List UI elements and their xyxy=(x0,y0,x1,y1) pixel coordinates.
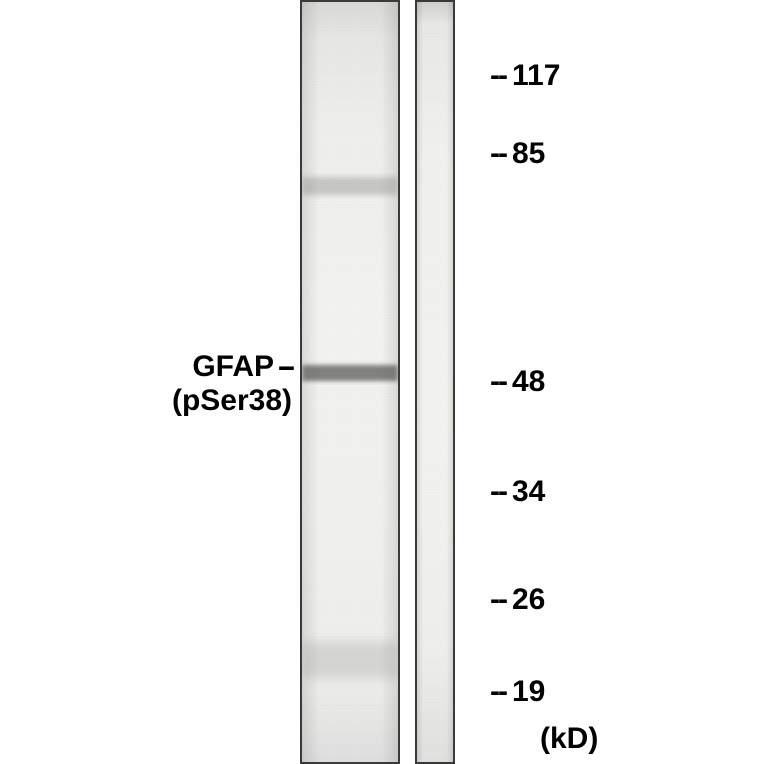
marker-value: 117 xyxy=(512,59,560,93)
lane-texture xyxy=(417,2,453,762)
marker-value: 19 xyxy=(512,675,545,709)
marker-tick: -- xyxy=(490,365,506,399)
protein-band xyxy=(302,642,398,678)
marker-tick: -- xyxy=(490,137,506,171)
marker-tick: -- xyxy=(490,583,506,617)
marker-value: 85 xyxy=(512,137,545,171)
marker-tick: -- xyxy=(490,475,506,509)
mw-marker-48: --48 xyxy=(490,365,545,399)
mw-marker-26: --26 xyxy=(490,583,545,617)
protein-band xyxy=(302,177,398,195)
blot-lane2 xyxy=(415,0,455,764)
marker-tick: -- xyxy=(490,675,506,709)
western-blot-figure: GFAP -- (pSer38) --117--85--48--34--26--… xyxy=(0,0,764,764)
blot-lane1 xyxy=(300,0,400,764)
annotation-text-line1: GFAP xyxy=(192,350,274,384)
band-annotation-gfap: GFAP -- (pSer38) xyxy=(112,350,292,418)
mw-marker-34: --34 xyxy=(490,475,545,509)
marker-value: 48 xyxy=(512,365,545,399)
mw-marker-19: --19 xyxy=(490,675,545,709)
mw-marker-117: --117 xyxy=(490,59,560,93)
mw-marker-85: --85 xyxy=(490,137,545,171)
annotation-text-line2: (pSer38) xyxy=(112,384,292,418)
marker-tick: -- xyxy=(490,59,506,93)
protein-band xyxy=(302,365,398,381)
marker-unit-label: (kD) xyxy=(540,722,598,756)
annotation-tick: -- xyxy=(278,350,292,384)
marker-value: 26 xyxy=(512,583,545,617)
marker-value: 34 xyxy=(512,475,545,509)
